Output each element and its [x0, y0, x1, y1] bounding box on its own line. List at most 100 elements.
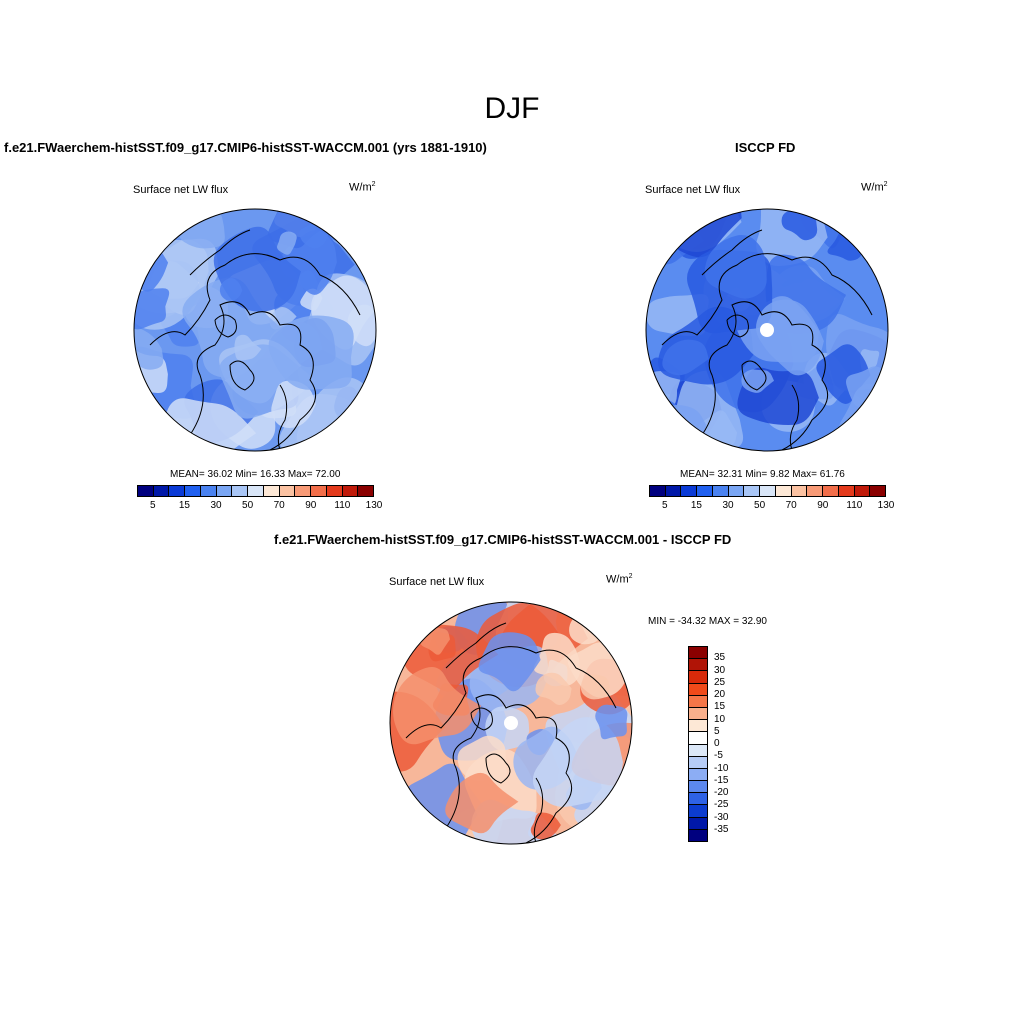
obs-map-contour-region — [662, 339, 709, 376]
obs-colorbar-swatch — [650, 486, 666, 496]
diff-map-contour-region — [478, 632, 541, 692]
diff-colorbar-swatch — [689, 707, 707, 721]
diff-colorbar-label: 5 — [714, 725, 720, 737]
obs-colorbar-tick-label: 15 — [690, 500, 702, 511]
obs-colorbar-swatch — [728, 486, 745, 496]
diff-colorbar-swatch — [689, 829, 707, 841]
diff-colorbar-labels: 35 30 25 20 15 10 5 0 -5 -10 -15 -20 -25 -30 -35 — [712, 646, 752, 842]
diff-colorbar-swatch — [689, 744, 707, 757]
model-colorbar-ticks: 5 15 30 50 70 90 110 130 — [137, 497, 382, 511]
model-panel-title: f.e21.FWaerchem-histSST.f09_g17.CMIP6-hi… — [4, 140, 487, 155]
diff-map-contour-region — [457, 735, 507, 781]
diff-map-coastline — [485, 753, 511, 784]
model-map-contour-region — [299, 221, 329, 249]
obs-colorbar-swatch — [791, 486, 808, 496]
diff-colorbar-label: -30 — [714, 811, 729, 823]
model-stats: MEAN= 36.02 Min= 16.33 Max= 72.00 — [170, 469, 341, 480]
model-colorbar-tick-label: 130 — [365, 500, 383, 511]
obs-colorbar-swatch — [775, 486, 792, 496]
diff-colorbar-swatch — [689, 683, 707, 696]
diff-colorbar-label: -5 — [714, 750, 723, 762]
page-title: DJF — [484, 92, 540, 125]
diff-map-contour-region — [532, 717, 623, 807]
diff-panel-title: f.e21.FWaerchem-histSST.f09_g17.CMIP6-hi… — [274, 532, 732, 547]
obs-map-coastline — [701, 301, 829, 451]
model-units-base: W/m — [349, 181, 372, 194]
diff-map-contour-region — [600, 809, 623, 833]
diff-colorbar-swatch — [689, 805, 707, 818]
model-polar-map — [133, 208, 377, 452]
model-colorbar-swatch — [216, 486, 233, 496]
model-map-contour-region — [277, 231, 297, 255]
diff-colorbar-swatch — [689, 659, 707, 672]
obs-panel-title: ISCCP FD — [735, 140, 796, 155]
model-colorbar-swatch — [200, 486, 217, 496]
diff-map-contour-region — [530, 812, 561, 840]
obs-map-coastline — [789, 384, 800, 451]
model-colorbar-swatch — [295, 486, 312, 496]
model-colorbar-tick-label: 70 — [273, 500, 285, 511]
model-map-coastline — [149, 253, 361, 346]
diff-colorbar-swatch — [689, 817, 707, 830]
diff-map-coastline — [445, 622, 507, 669]
diff-units-label: W/m2 — [606, 573, 633, 586]
obs-colorbar-swatch — [744, 486, 761, 496]
model-colorbar-swatch — [232, 486, 249, 496]
diff-colorbar-label: -20 — [714, 787, 729, 798]
diff-colorbar-swatch — [689, 732, 707, 745]
obs-polar-map — [645, 208, 889, 452]
obs-stats: MEAN= 32.31 Min= 9.82 Max= 61.76 — [680, 469, 845, 480]
obs-map-coastline — [701, 229, 763, 276]
diff-colorbar-label: 15 — [714, 701, 726, 713]
model-map-contour-region — [177, 209, 225, 249]
model-map-contour-region — [219, 277, 243, 302]
diff-colorbar-label: 0 — [714, 738, 720, 749]
diff-colorbar-swatch — [689, 781, 707, 794]
model-colorbar-tick-label: 90 — [305, 500, 317, 511]
obs-map-contour-region — [704, 235, 767, 299]
model-colorbar-swatch — [153, 486, 170, 496]
obs-colorbar-tick-label: 30 — [722, 500, 734, 511]
obs-map-contour-region — [756, 299, 824, 376]
obs-map-contour-region — [853, 209, 888, 251]
model-colorbar-tick-label: 50 — [242, 500, 254, 511]
diff-colorbar-label: 35 — [714, 652, 726, 664]
diff-colorbar-swatch — [689, 671, 707, 684]
diff-units-base: W/m — [606, 573, 629, 586]
obs-map-pole-hole — [760, 323, 774, 337]
diff-colorbar-label: -15 — [714, 774, 729, 786]
model-map-contour-region — [163, 398, 257, 451]
obs-colorbar-swatches — [649, 485, 886, 497]
obs-colorbar-swatch — [712, 486, 729, 496]
model-map-coastline — [189, 229, 251, 276]
diff-colorbar-swatch — [689, 768, 707, 782]
diff-colorbar-label: 25 — [714, 676, 726, 688]
obs-map-contour-region — [646, 408, 672, 451]
diff-map-contour-region — [595, 704, 628, 740]
model-map-coastline — [214, 314, 237, 338]
obs-colorbar-tick-label: 70 — [785, 500, 797, 511]
diff-map-contour-region — [445, 772, 519, 834]
model-map-contour-region — [234, 334, 262, 361]
model-colorbar-swatch — [263, 486, 280, 496]
obs-colorbar-tick-label: 50 — [754, 500, 766, 511]
obs-map-coastline — [726, 314, 749, 338]
diff-colorbar-label: -10 — [714, 762, 729, 774]
diff-colorbar-label: -35 — [714, 823, 729, 835]
diff-map-contour-region — [393, 666, 482, 745]
diff-map-coastline — [533, 777, 544, 844]
model-colorbar-tick-label: 15 — [178, 500, 190, 511]
obs-colorbar-ticks: 5 15 30 50 70 90 110 130 — [649, 497, 894, 511]
model-colorbar-swatches — [137, 485, 374, 497]
diff-colorbar-swatch — [689, 720, 707, 733]
diff-colorbar-swatch — [689, 756, 707, 769]
obs-map-coastline — [661, 253, 873, 346]
model-colorbar-tick-label: 110 — [334, 500, 351, 511]
diff-colorbar-label: 10 — [714, 713, 726, 725]
obs-colorbar-swatch — [681, 486, 698, 496]
model-colorbar-swatch — [326, 486, 343, 496]
diff-colorbar-swatch — [689, 695, 707, 708]
diff-map-coastline — [470, 707, 493, 731]
obs-colorbar-swatch — [823, 486, 839, 496]
obs-colorbar-tick-label: 5 — [662, 500, 668, 511]
